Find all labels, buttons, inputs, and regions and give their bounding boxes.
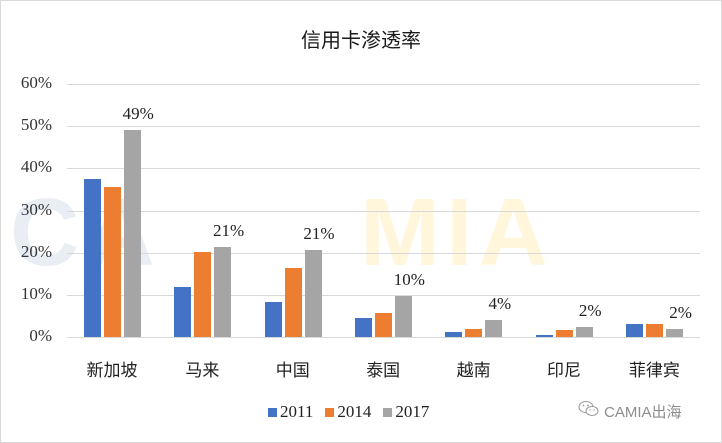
plot-area: 49% 21% 21% 10% 4% 2% 2% xyxy=(67,84,700,338)
bar-2017 xyxy=(575,326,593,337)
bar-2014 xyxy=(194,251,212,337)
bar-2011 xyxy=(264,302,282,337)
bar-2011 xyxy=(83,179,101,337)
gridline xyxy=(67,294,700,296)
bar-2014 xyxy=(465,329,483,337)
bar-2011 xyxy=(626,323,644,337)
legend: 2011 2014 2017 xyxy=(268,402,429,422)
x-tick-label: 印尼 xyxy=(547,361,581,381)
bar-2017 xyxy=(304,249,322,337)
brand-text: CAMIA出海 xyxy=(604,403,682,421)
legend-label-2014: 2014 xyxy=(337,402,372,421)
bar-2011 xyxy=(535,334,553,337)
gridline xyxy=(67,126,700,128)
gridline xyxy=(67,84,700,85)
y-tick-label: 0% xyxy=(29,326,52,345)
legend-label-2011: 2011 xyxy=(280,402,314,421)
wechat-icon xyxy=(578,400,600,422)
legend-swatch-2011 xyxy=(268,407,277,417)
legend-item-2011: 2011 xyxy=(268,402,313,422)
gridline xyxy=(67,252,700,254)
bar-2011 xyxy=(445,331,463,337)
data-label: 21% xyxy=(303,223,335,243)
chart-title: 信用卡渗透率 xyxy=(301,28,421,52)
legend-item-2014: 2014 xyxy=(325,402,371,422)
legend-swatch-2014 xyxy=(325,407,335,417)
legend-item-2017: 2017 xyxy=(383,402,429,422)
y-tick-label: 10% xyxy=(20,283,52,303)
data-label: 2% xyxy=(578,300,602,320)
bar-2014 xyxy=(555,329,573,337)
bar-2017 xyxy=(666,328,684,337)
gridline xyxy=(67,168,700,170)
bar-2011 xyxy=(174,286,192,337)
bar-2014 xyxy=(374,312,392,337)
y-tick-label: 50% xyxy=(20,115,52,135)
data-label: 21% xyxy=(213,220,245,240)
x-tick-label: 马来 xyxy=(185,361,220,381)
bar-2017 xyxy=(123,130,141,337)
y-tick-label: 60% xyxy=(20,73,52,92)
brand-watermark: CAMIA出海 xyxy=(578,400,682,422)
bar-2014 xyxy=(284,267,302,337)
bar-2017 xyxy=(485,320,503,337)
bar-2011 xyxy=(354,318,372,337)
bar-2017 xyxy=(214,246,232,337)
x-tick-label: 越南 xyxy=(456,361,491,381)
data-label: 4% xyxy=(488,294,512,314)
x-tick-label: 新加坡 xyxy=(86,361,138,381)
bar-2014 xyxy=(103,187,121,337)
legend-label-2017: 2017 xyxy=(395,402,430,421)
data-label: 10% xyxy=(393,269,425,289)
watermark-mia: MIA xyxy=(360,179,554,286)
x-tick-label: 菲律宾 xyxy=(628,361,680,381)
gridline xyxy=(67,210,700,212)
y-tick-label: 30% xyxy=(20,199,52,219)
legend-swatch-2017 xyxy=(383,407,393,417)
gridline xyxy=(67,337,700,338)
y-tick-label: 40% xyxy=(20,157,52,177)
y-tick-label: 20% xyxy=(20,241,52,261)
bar-2017 xyxy=(394,295,412,337)
x-tick-label: 泰国 xyxy=(366,361,401,381)
x-tick-label: 中国 xyxy=(275,361,310,381)
bar-2014 xyxy=(646,323,664,337)
data-label: 2% xyxy=(669,302,692,322)
data-label: 49% xyxy=(122,104,154,124)
